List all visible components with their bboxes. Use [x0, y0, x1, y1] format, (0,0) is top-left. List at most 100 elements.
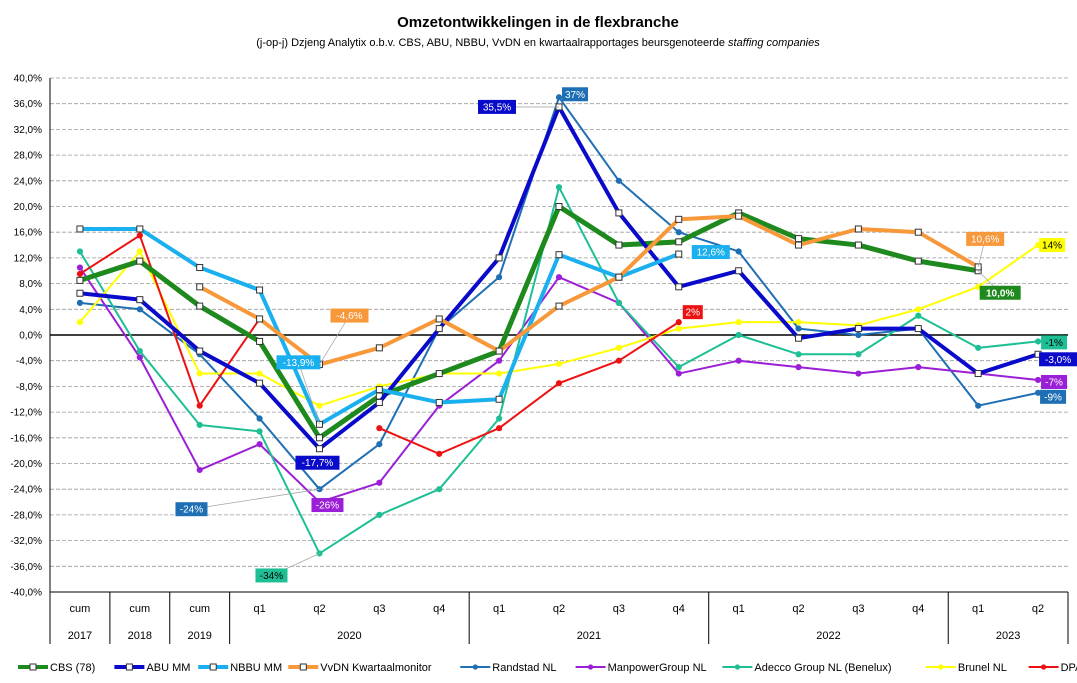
- legend-marker: [29, 663, 37, 671]
- data-point: [76, 264, 84, 271]
- label-leader: [298, 362, 320, 425]
- y-tick-label: -36,0%: [10, 562, 42, 573]
- y-tick-label: -4,0%: [16, 356, 42, 367]
- legend-label: CBS (78): [50, 662, 95, 674]
- data-label: -3,0%: [1045, 355, 1071, 366]
- data-point: [555, 302, 563, 310]
- data-point: [436, 486, 443, 493]
- data-point: [735, 357, 742, 364]
- y-tick-label: 8,0%: [19, 279, 42, 290]
- x-tick-label: q2: [1032, 603, 1044, 615]
- data-point: [615, 209, 623, 217]
- legend-label: VvDN Kwartaalmonitor: [320, 662, 432, 674]
- y-tick-label: 0,0%: [19, 331, 42, 342]
- subtitle-italic: staffing companies: [728, 37, 820, 49]
- data-label: -17,7%: [302, 458, 334, 469]
- data-point: [795, 319, 802, 326]
- data-point: [375, 398, 383, 406]
- legend-marker: [299, 663, 307, 671]
- data-point: [496, 357, 503, 364]
- legend-label: DPA Prof's NL: [1061, 662, 1077, 674]
- data-point: [376, 425, 383, 432]
- legend-item: DPA Prof's NL: [1028, 662, 1077, 674]
- data-label-box: [691, 245, 730, 260]
- data-point: [735, 331, 742, 339]
- x-group-label: 2018: [128, 630, 152, 642]
- chart-title: Omzetontwikkelingen in de flexbranche: [397, 14, 679, 31]
- data-point: [496, 274, 503, 281]
- legend-item: Adecco Group NL (Benelux): [722, 662, 892, 674]
- x-group-label: 2021: [577, 630, 601, 642]
- data-point: [196, 283, 204, 291]
- data-label: -26%: [316, 501, 339, 512]
- data-point: [795, 351, 802, 358]
- data-point: [675, 283, 683, 291]
- data-point: [76, 276, 84, 284]
- label-leader: [319, 315, 350, 365]
- data-point: [495, 395, 503, 403]
- data-point: [735, 267, 743, 275]
- data-point: [136, 257, 144, 265]
- data-point: [735, 248, 742, 255]
- data-point: [136, 232, 143, 239]
- data-point: [855, 331, 862, 339]
- data-point: [256, 370, 263, 377]
- data-label: 35,5%: [483, 102, 511, 113]
- data-label-box: [1041, 335, 1068, 350]
- data-label-box: [311, 498, 344, 513]
- legend-label: ABU MM: [146, 662, 190, 674]
- x-tick-label: q1: [493, 603, 505, 615]
- data-point: [675, 215, 683, 223]
- legend-label: Adecco Group NL (Benelux): [754, 662, 891, 674]
- data-label-box: [1039, 352, 1077, 367]
- data-point: [496, 370, 503, 377]
- series-line: [79, 204, 979, 441]
- x-tick-label: q2: [313, 603, 325, 615]
- data-point: [555, 184, 563, 191]
- data-point: [136, 306, 143, 313]
- data-point: [675, 364, 682, 371]
- y-axis: 40,0% 36,0% 32,0% 28,0% 24,0% 20,0% 16,0% 12,0%…: [10, 74, 51, 599]
- data-point: [315, 434, 323, 442]
- x-tick-label: q4: [433, 603, 445, 615]
- x-tick-label: q1: [972, 603, 984, 615]
- legend-marker: [938, 664, 944, 670]
- data-point: [914, 228, 922, 236]
- legend-label: ManpowerGroup NL: [608, 662, 707, 674]
- data-point: [316, 402, 323, 409]
- x-tick-label: q4: [912, 603, 924, 615]
- data-label: -34%: [260, 571, 283, 582]
- data-point: [376, 441, 383, 448]
- data-point: [555, 380, 563, 387]
- y-tick-label: -12,0%: [10, 408, 42, 419]
- data-point: [136, 248, 143, 255]
- legend-label: Brunel NL: [958, 662, 1007, 674]
- data-point: [555, 94, 563, 101]
- x-axis: cum cum cum q1 q2 q3 q4 q1 q2 q3 q4 q1 q2 q3 q4 q1 q2 201…: [49, 591, 1069, 644]
- data-point: [196, 370, 203, 377]
- data-point: [915, 306, 922, 313]
- data-point: [795, 364, 802, 371]
- data-label-box: [966, 231, 1005, 246]
- legend-marker: [1041, 664, 1047, 670]
- data-point: [914, 325, 922, 333]
- y-tick-label: 20,0%: [14, 202, 42, 213]
- y-tick-label: -40,0%: [10, 588, 42, 599]
- data-point: [615, 299, 622, 306]
- y-tick-label: 36,0%: [14, 99, 42, 110]
- data-point: [196, 264, 204, 272]
- legend-item: Randstad NL: [460, 662, 557, 674]
- data-point: [855, 370, 862, 377]
- data-point: [496, 425, 503, 432]
- y-tick-label: 28,0%: [14, 151, 42, 162]
- data-point: [795, 325, 802, 332]
- subtitle-main: (j-op-j) Dzjeng Analytix o.b.v. CBS, ABU…: [256, 37, 728, 49]
- data-label: -9%: [1044, 392, 1062, 403]
- legend-item: CBS (78): [18, 662, 95, 674]
- legend-item: VvDN Kwartaalmonitor: [288, 662, 432, 674]
- series-line: [378, 321, 680, 455]
- data-point: [435, 315, 443, 323]
- data-point: [435, 325, 443, 333]
- x-tick-label: q3: [613, 603, 625, 615]
- legend-marker: [472, 664, 478, 670]
